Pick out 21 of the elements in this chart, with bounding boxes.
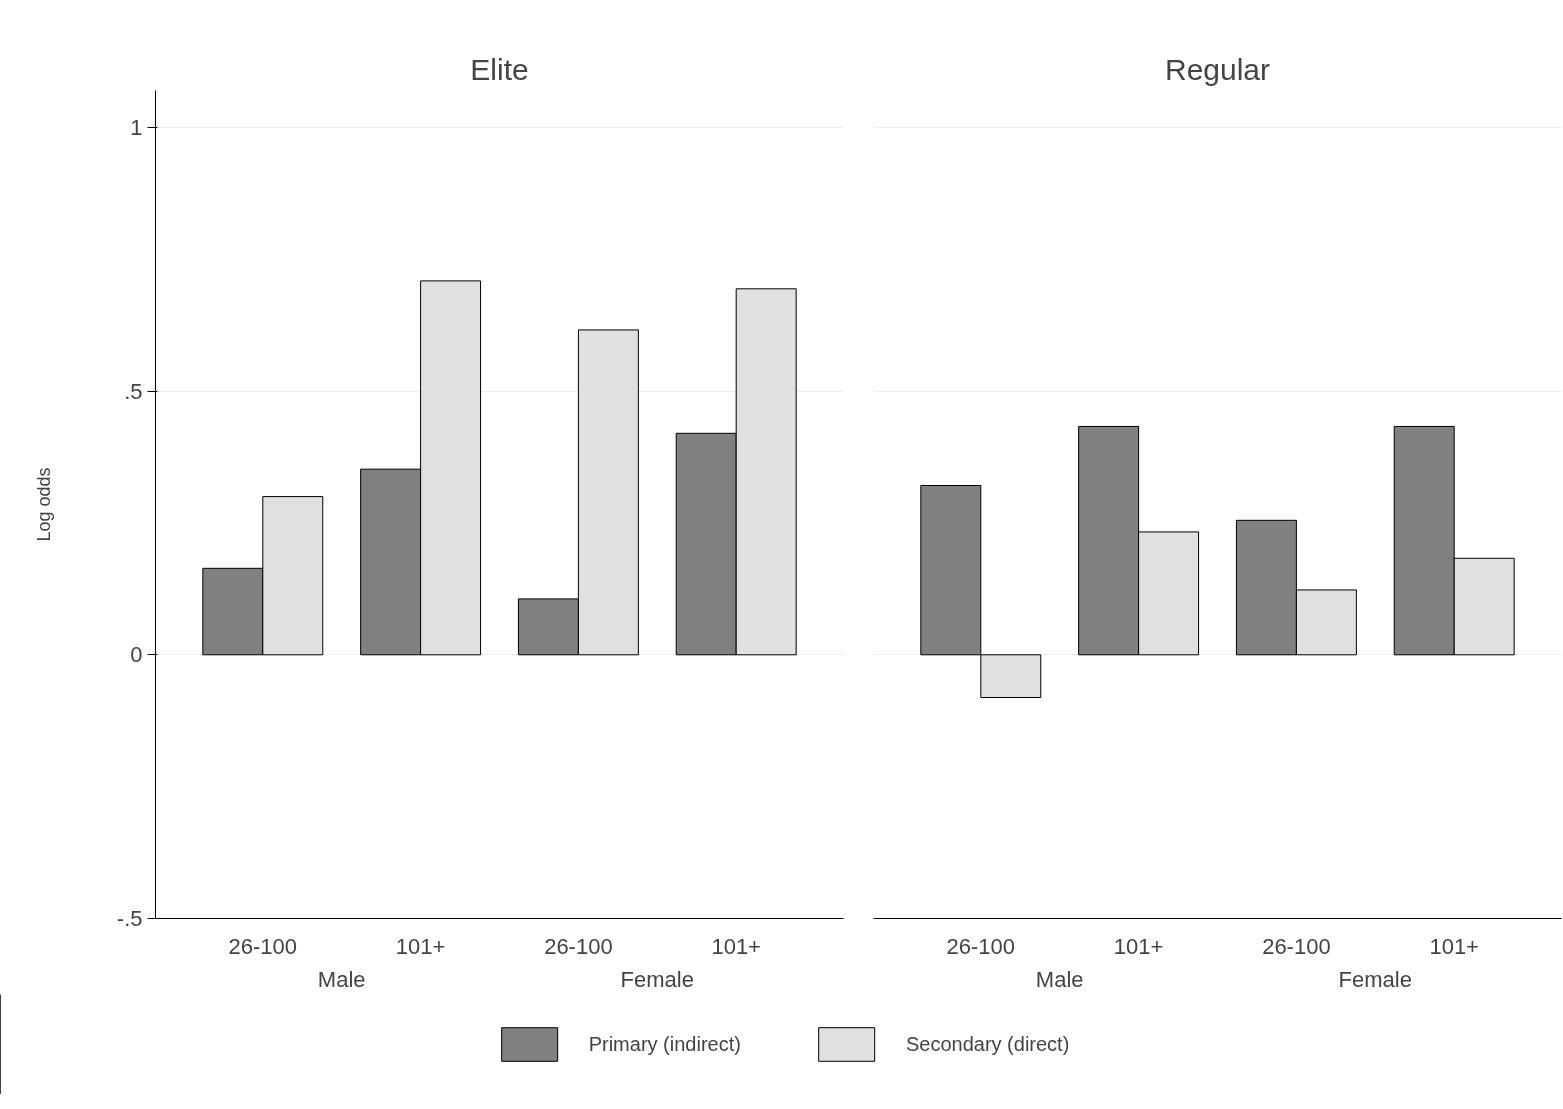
legend-label: Primary (indirect) <box>588 1032 741 1056</box>
legend-label: Secondary (direct) <box>905 1032 1070 1056</box>
x-tick-label: 26-100 <box>228 933 298 959</box>
x-tick-label: 101+ <box>1113 933 1164 959</box>
y-axis-title: Log odds <box>33 467 54 542</box>
chart-title: Elite <box>470 52 529 86</box>
x-tick-label: 101+ <box>395 933 446 959</box>
y-tick-label: -.5 <box>116 906 143 931</box>
x-tick-label: 26-100 <box>1262 933 1331 959</box>
chart-title: Regular <box>1164 52 1271 86</box>
text: Male <box>1035 966 1084 992</box>
y-tick-label: .5 <box>124 378 143 404</box>
x-tick-label: 26-100 <box>946 933 1016 959</box>
y-tick-label: 0 <box>130 642 143 668</box>
x-tick-label: 101+ <box>1429 933 1479 959</box>
y-tick-label: 1 <box>130 114 143 140</box>
text: Female <box>620 966 694 992</box>
x-tick-label: 101+ <box>711 933 761 959</box>
text: Male <box>317 966 366 992</box>
x-tick-label: 26-100 <box>544 933 613 959</box>
text: Female <box>1338 966 1412 992</box>
